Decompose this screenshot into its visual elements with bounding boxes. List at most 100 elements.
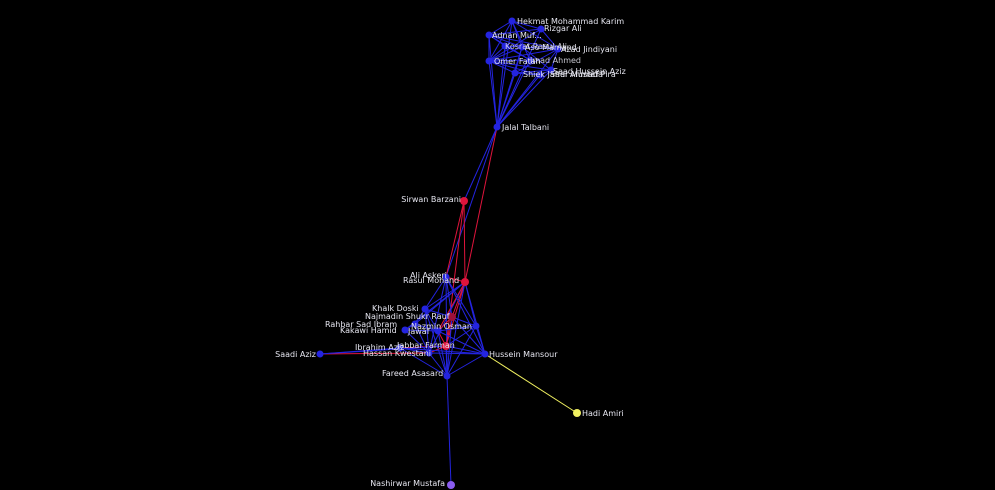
edge-ibrahim-fareed [399,347,448,377]
node-jalal[interactable] [493,123,501,131]
node-rizgar[interactable] [537,25,545,33]
edge-khalk-hassan [424,308,430,354]
edge-shiek-azad [514,48,559,74]
node-sirwan[interactable] [460,197,468,205]
edge-omer-saad [488,60,552,71]
node-adnan[interactable] [485,31,493,39]
node-rahbar[interactable] [411,320,419,328]
edge-hekmat-omer [488,20,513,62]
edge-shiek-sadi [514,72,541,76]
edge-khalk-jawaf [424,308,439,332]
edge-rizgar-omer [488,28,542,62]
edge-najmadin-nazmin [451,316,477,327]
node-nashirwar[interactable] [447,481,455,489]
node-label-kakawi: Kakawi Hamid [340,326,397,335]
node-omer[interactable] [485,57,493,65]
node-label-saad: Saad Hussein Aziz [553,67,626,76]
node-najmadin[interactable] [448,313,456,321]
edge-omer-shiek [488,60,516,74]
edge-nazmin-hussein [475,325,486,355]
edge-jalal-omer [488,60,498,128]
node-azad[interactable] [554,45,562,53]
node-label-rahbar: Rahbar Sad Ibram [325,320,397,329]
node-jabbar[interactable] [442,342,450,350]
node-ali[interactable] [442,273,450,281]
edge-hassan-hussein [428,352,486,355]
edge-jalal-rasul [464,126,498,283]
node-shiek[interactable] [511,69,519,77]
node-label-ali: Ali Askeri [410,271,447,280]
edge-aso-omer [488,46,523,62]
node-saad[interactable] [547,66,555,74]
node-hekmat[interactable] [508,17,516,25]
edge-adnan-rizgar [488,28,542,36]
edge-aso-saad [521,46,552,71]
edge-kakawi-hassan [404,329,430,354]
edge-jalal-sirwan [463,126,498,202]
node-label-fareed: Fareed Asasard [382,369,443,378]
node-ibrahim[interactable] [396,344,404,352]
edge-ali-khalk [424,276,447,310]
node-hassan[interactable] [425,349,433,357]
node-hussein[interactable] [481,350,489,358]
edge-azad-saad [550,48,559,71]
node-fareed[interactable] [443,372,451,380]
node-label-khalk: Khalk Doski [372,304,419,313]
edge-jalal-sadi [496,74,541,128]
edge-jabbar-hussein [445,345,486,355]
edge-imad-omer [488,59,531,62]
edge-fareed-nashirwar [446,375,452,486]
edge-rizgar-azad [540,28,559,50]
node-label-ibrahim: Ibrahim Aziz [355,343,404,352]
node-sadi[interactable] [536,71,544,79]
node-label-hassan: Hassan Kwestani [363,349,431,358]
node-label-rizgar: Rizgar Ali [544,24,582,33]
edge-rahbar-hassan [414,323,430,354]
node-nazmin[interactable] [472,322,480,330]
node-label-hekmat: Hekmat Mohammad Karim [517,17,624,26]
edge-saadi-hassan [319,352,430,355]
edge-omer-azad [488,48,559,62]
node-label-rasul: Rasul Mohand [403,276,459,285]
node-kakawi[interactable] [401,326,409,334]
edge-ali-hassan [428,276,447,354]
node-jawaf[interactable] [434,327,442,335]
edge-jalal-ali [445,126,498,278]
edge-jalal-kosrat [496,45,506,128]
edge-hassan-fareed [428,352,448,377]
node-kosrat[interactable] [501,42,509,50]
node-label-najmadin: Najmadin Shukr Rauf [365,312,450,321]
node-khalk[interactable] [421,305,429,313]
edge-jalal-adnan [488,34,498,128]
edge-najmadin-hussein [451,316,486,355]
edge-ali-hussein [445,276,486,355]
node-aso[interactable] [518,43,526,51]
node-label-nashirwar: Nashirwar Mustafa [370,479,445,488]
node-label-sirwan: Sirwan Barzani [401,195,461,204]
node-hadi[interactable] [573,409,581,417]
node-rasul[interactable] [461,278,469,286]
node-label-jawaf: Jawaf [407,327,430,336]
edge-jawaf-hussein [437,330,486,355]
edge-jalal-saad [496,69,552,128]
node-label-sadi: Sadi Ahmad Pira [550,70,616,79]
edge-saadi-jabbar [319,345,447,355]
edge-hekmat-rizgar [511,20,542,30]
edge-khalk-fareed [424,308,448,377]
edge-kosrat-imad [504,45,531,61]
graph-edges [319,20,578,486]
node-imad[interactable] [526,56,534,64]
edge-sirwan-rasul [463,200,466,283]
edge-omer-sadi [488,60,541,76]
node-saadi[interactable] [316,350,324,358]
edge-jalal-rizgar [496,28,542,128]
node-label-jalal: Jalal Talbani [501,123,549,132]
edge-nazmin-jawaf [437,325,477,332]
edge-nazmin-fareed [446,325,477,377]
edge-najmadin-jabbar [445,316,453,347]
edge-adnan-azad [488,34,559,50]
node-label-hadi: Hadi Amiri [582,409,624,418]
edge-adnan-hekmat [488,20,513,36]
node-label-nazmin: Nazmin Osman [411,322,472,331]
